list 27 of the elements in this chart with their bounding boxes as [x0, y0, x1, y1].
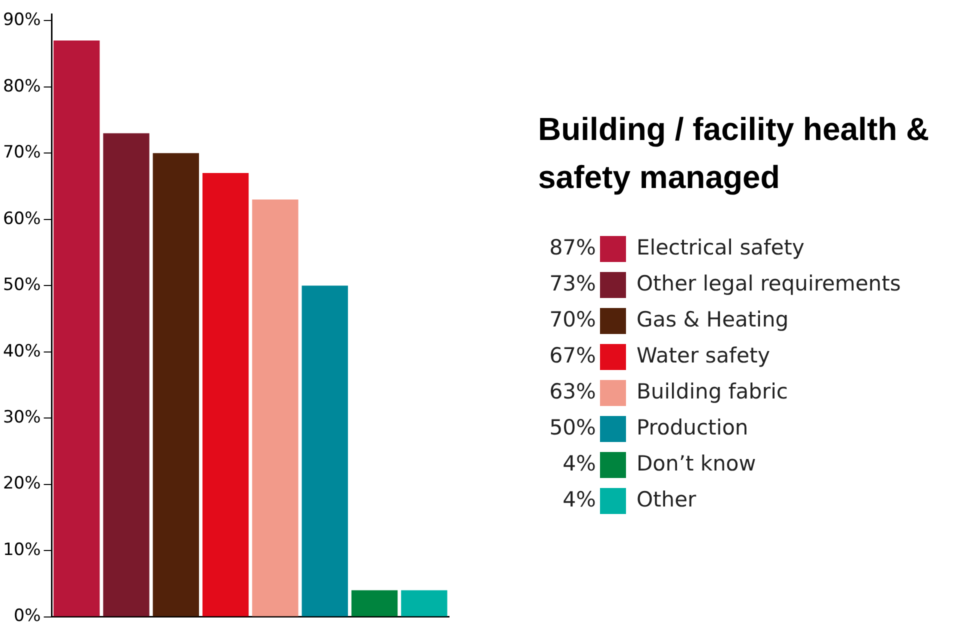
legend-label: Other legal requirements — [636, 271, 901, 296]
y-tick-label: 40% — [2, 341, 41, 362]
text: 87% — [549, 235, 596, 260]
y-tick-label: 80% — [2, 76, 41, 96]
y-tick-label: 50% — [2, 275, 41, 296]
text: 4% — [562, 487, 596, 512]
text: Building / facility health & safety managed — [538, 110, 930, 197]
legend-label: Other — [636, 487, 696, 512]
text: 67% — [549, 343, 596, 368]
y-tick-label: 20% — [2, 474, 41, 494]
y-tick-label: 60% — [2, 208, 41, 229]
legend-label: Water safety — [636, 343, 770, 368]
text: 50% — [549, 415, 596, 440]
legend-label: Building fabric — [636, 379, 788, 404]
text: 73% — [549, 271, 596, 296]
legend-label: Don’t know — [636, 451, 756, 476]
y-tick-label: 90% — [2, 10, 41, 30]
y-tick-label: 0% — [14, 606, 41, 626]
legend-label: Electrical safety — [636, 235, 804, 260]
legend-label: Gas & Heating — [636, 307, 789, 332]
text: 70% — [549, 307, 596, 332]
y-tick-label: 10% — [2, 540, 41, 560]
text: 63% — [549, 379, 596, 404]
legend-label: Production — [636, 415, 748, 440]
y-tick-label: 30% — [2, 407, 41, 428]
text: 4% — [562, 451, 596, 476]
y-tick-label: 70% — [2, 142, 41, 163]
